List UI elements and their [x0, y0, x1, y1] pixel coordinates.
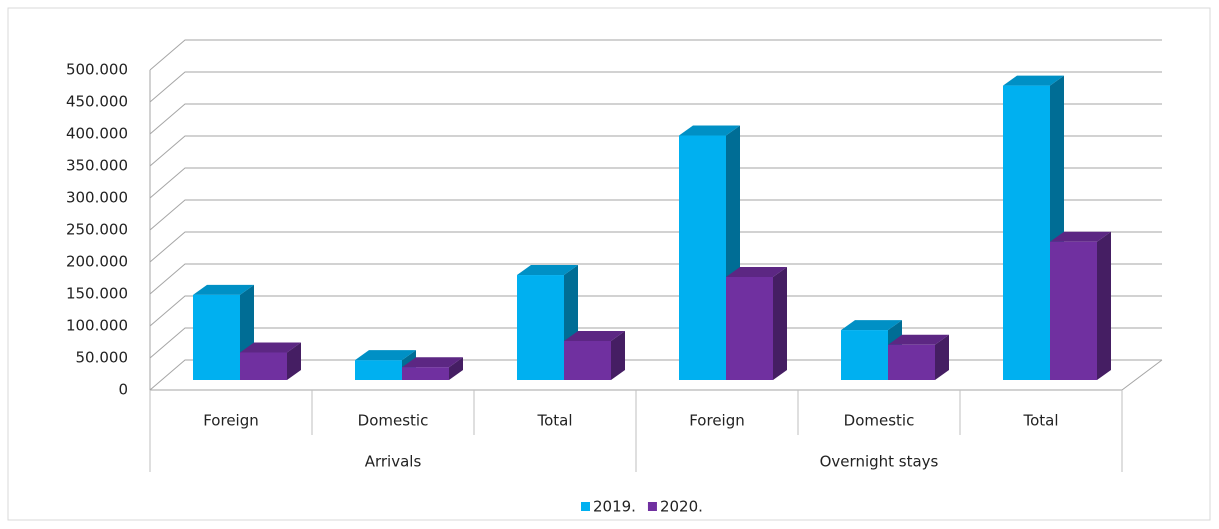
x-tick-label: Foreign	[689, 412, 745, 430]
y-tick-label: 250.000	[66, 221, 128, 239]
x-tick-label: Total	[1022, 412, 1058, 430]
bar	[355, 360, 402, 380]
grid-line	[149, 103, 1162, 135]
bar-side	[611, 330, 625, 380]
grid-line	[149, 263, 1162, 295]
x-tick-label: Domestic	[844, 412, 915, 430]
bar	[726, 276, 773, 380]
bar-top	[1003, 75, 1064, 86]
legend-swatch	[647, 502, 657, 511]
bar-top	[240, 342, 301, 353]
bar-top	[841, 320, 902, 331]
bar	[888, 344, 935, 380]
y-tick-label: 200.000	[66, 253, 128, 271]
grid-line	[149, 327, 1162, 359]
grid-line	[149, 167, 1162, 199]
y-tick-label: 300.000	[66, 189, 128, 207]
bar-side	[773, 266, 787, 380]
bar	[841, 330, 888, 380]
bar	[193, 294, 240, 380]
y-tick-label: 0	[118, 381, 128, 399]
bar-top	[193, 284, 254, 295]
y-tick-label: 400.000	[66, 125, 128, 143]
bar	[1050, 241, 1097, 380]
bar	[402, 367, 449, 380]
x-tick-label: Foreign	[203, 412, 259, 430]
bar	[1003, 85, 1050, 380]
x-tick-label: Domestic	[358, 412, 429, 430]
y-tick-label: 50.000	[76, 349, 129, 367]
bar-top	[564, 330, 625, 341]
bar-top	[679, 125, 740, 136]
legend-label: 2020.	[660, 498, 703, 516]
bar	[679, 135, 726, 380]
y-tick-label: 100.000	[66, 317, 128, 335]
legend-swatch	[581, 502, 590, 511]
bar	[240, 352, 287, 380]
y-tick-label: 450.000	[66, 93, 128, 111]
x-tick-label: Total	[536, 412, 572, 430]
grid-line	[149, 39, 1162, 71]
group-label: Arrivals	[365, 453, 422, 471]
grid-line	[149, 71, 1162, 103]
group-label: Overnight stays	[820, 453, 939, 471]
grid-line	[149, 135, 1162, 167]
bar-top	[1050, 231, 1111, 242]
grid-line	[149, 199, 1162, 231]
bar-top	[726, 266, 787, 277]
bar-top	[402, 357, 463, 368]
grid-line	[149, 231, 1162, 263]
bar-side	[1097, 231, 1111, 380]
bar	[564, 340, 611, 380]
bar	[517, 275, 564, 380]
bar-side	[287, 342, 301, 380]
grid-line	[149, 295, 1162, 327]
bar-top	[517, 265, 578, 276]
bar-side	[935, 334, 949, 380]
grid-line	[149, 359, 1162, 391]
bar-top	[888, 334, 949, 345]
bar-top	[355, 350, 416, 361]
y-tick-label: 150.000	[66, 285, 128, 303]
y-tick-label: 500.000	[66, 61, 128, 79]
y-tick-label: 350.000	[66, 157, 128, 175]
legend-label: 2019.	[593, 498, 636, 516]
bar-side	[449, 357, 463, 380]
